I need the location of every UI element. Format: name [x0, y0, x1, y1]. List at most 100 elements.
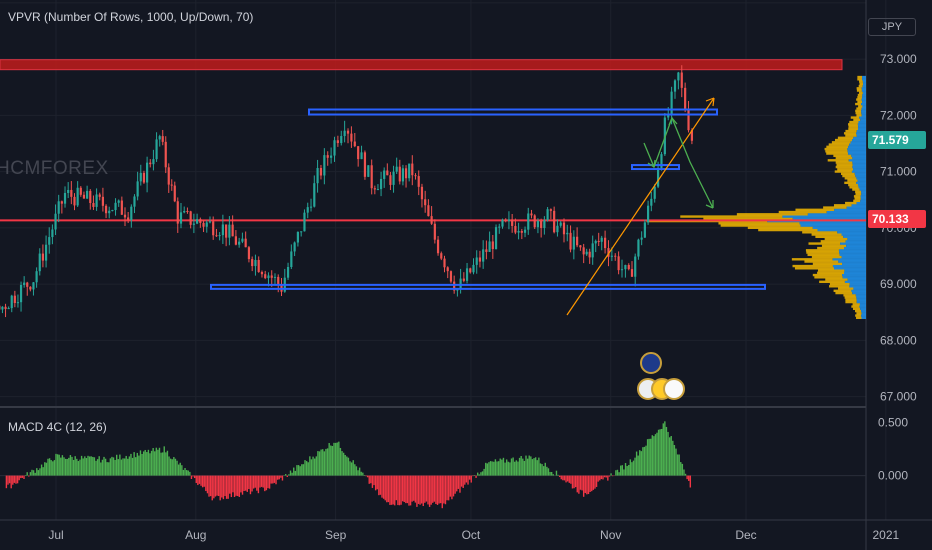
candle-body: [176, 201, 179, 224]
vp-bar-up: [855, 192, 862, 196]
candle-body: [333, 140, 336, 156]
candle-body: [155, 139, 158, 160]
candle-body: [241, 238, 244, 242]
vp-bar-up: [859, 80, 863, 83]
vp-bar-up: [856, 114, 862, 117]
candle-body: [146, 162, 149, 183]
candle-body: [603, 237, 607, 249]
candle-body: [267, 275, 270, 279]
trend-line: [566, 97, 715, 316]
macd-tick-label: 0.500: [878, 416, 908, 430]
vp-bar-down: [817, 228, 866, 232]
macd-tick-label: 0.000: [878, 469, 908, 483]
vp-bar-down: [856, 181, 866, 185]
vp-bar-up: [845, 129, 857, 133]
candle-body: [585, 251, 588, 255]
candle-body: [627, 265, 630, 270]
candle-body: [576, 236, 579, 246]
candle-body: [273, 276, 277, 278]
vp-bar-down: [858, 186, 866, 189]
vp-bar-down: [837, 231, 866, 234]
vp-bar-down: [855, 294, 866, 297]
indicator-title[interactable]: VPVR (Number Of Rows, 1000, Up/Down, 70): [8, 10, 254, 24]
vp-bar-up: [825, 150, 848, 153]
candle-body: [19, 284, 23, 303]
vp-bar-down: [862, 78, 866, 81]
candle-body: [73, 196, 76, 206]
candle-body: [533, 215, 536, 228]
vp-bar-up: [853, 118, 861, 122]
vp-bar-down: [807, 213, 866, 216]
candle-body: [430, 216, 433, 224]
vp-bar-up: [856, 87, 862, 90]
candle-body: [465, 268, 469, 281]
currency-label[interactable]: JPY: [868, 18, 916, 36]
vp-bar-up: [856, 316, 862, 320]
vp-bar-down: [861, 190, 866, 194]
time-tick-label: Oct: [462, 528, 481, 542]
candle-body: [164, 141, 167, 168]
candle-body: [446, 267, 449, 272]
candle-body: [501, 219, 504, 227]
candle-body: [404, 168, 408, 179]
vp-bar-up: [833, 204, 852, 207]
candle-body: [195, 219, 199, 224]
candle-body: [527, 213, 530, 230]
candle-body: [591, 243, 594, 258]
projection-arrows: [643, 116, 714, 209]
vp-bar-down: [857, 183, 866, 187]
price-tick-label: 71.000: [880, 165, 917, 179]
vp-bar-up: [857, 78, 863, 81]
candle-body: [559, 222, 562, 226]
candle-body: [35, 271, 38, 283]
candle-body: [133, 196, 136, 207]
event-icon[interactable]: [663, 378, 685, 400]
candle-body: [569, 232, 572, 250]
vp-bar-down: [851, 289, 866, 293]
vp-bar-down: [838, 260, 866, 263]
event-markers[interactable]: [635, 352, 695, 408]
candle-body: [225, 224, 228, 238]
vp-bar-up: [747, 226, 813, 230]
vp-bar-down: [862, 75, 866, 79]
candle-body: [398, 166, 401, 182]
candle-body: [411, 163, 414, 176]
vp-bar-up: [736, 213, 808, 216]
candle-body: [343, 130, 346, 137]
vp-bar-down: [847, 278, 866, 281]
candle-body: [179, 212, 183, 224]
candle-body: [401, 168, 405, 182]
vp-bar-down: [848, 152, 866, 155]
candle-body: [475, 257, 478, 265]
vp-bar-down: [846, 244, 866, 248]
candle-body: [142, 172, 146, 183]
macd-title[interactable]: MACD 4C (12, 26): [8, 420, 107, 434]
candle-body: [684, 87, 687, 110]
vp-bar-up: [850, 116, 860, 119]
vp-bar-down: [848, 159, 866, 162]
arrowhead: [705, 200, 714, 209]
candle-body: [323, 155, 326, 176]
flag-icon[interactable]: [640, 352, 662, 374]
vp-bar-down: [847, 147, 866, 151]
vp-bar-down: [861, 312, 866, 315]
vp-bar-up: [838, 287, 854, 290]
vp-bar-up: [857, 75, 863, 79]
vp-bar-up: [853, 199, 861, 203]
candle-body: [360, 152, 363, 160]
price-tick-label: 67.000: [880, 390, 917, 404]
candle-body: [319, 168, 323, 176]
candle-body: [673, 80, 677, 92]
candle-body: [630, 269, 634, 277]
candle-body: [617, 256, 620, 271]
candle-body: [4, 306, 7, 310]
candle-body: [212, 221, 215, 236]
vp-bar-up: [817, 246, 845, 250]
candle-body: [498, 226, 501, 228]
candle-body: [566, 232, 569, 235]
candle-body: [290, 251, 293, 268]
vp-bar-up: [804, 260, 839, 263]
vp-bar-down: [860, 118, 866, 122]
vp-bar-down: [800, 224, 866, 227]
